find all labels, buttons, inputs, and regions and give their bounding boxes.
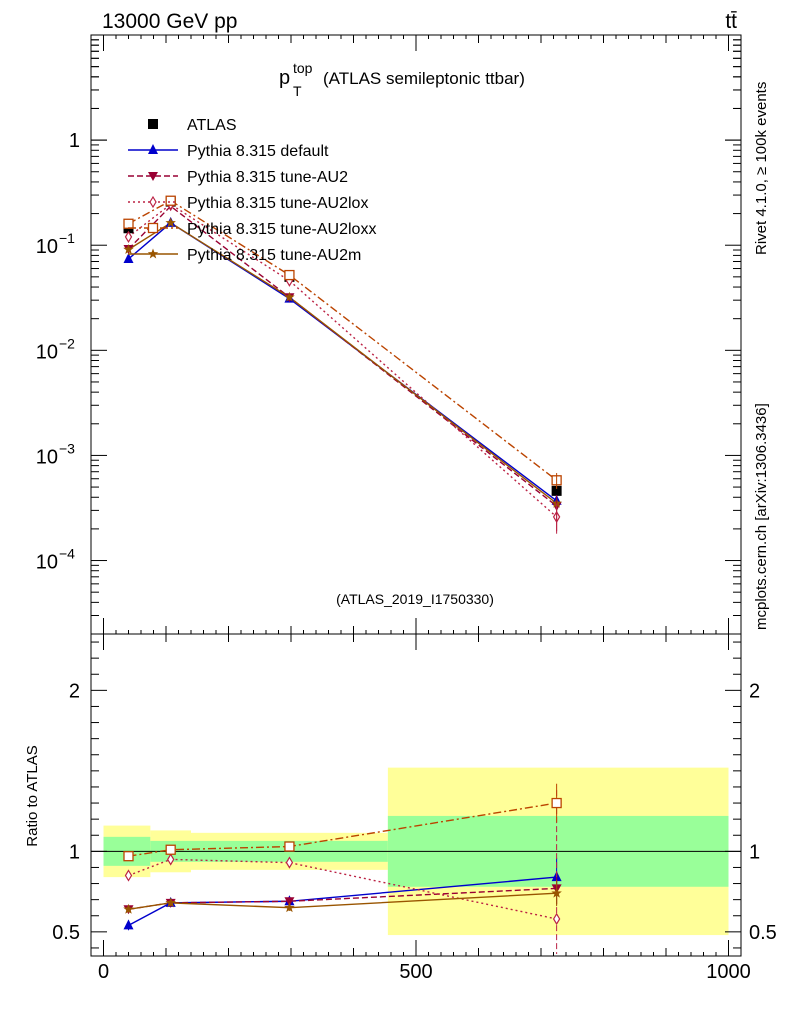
series-marker-default <box>123 252 134 263</box>
y-tick-exponent: −4 <box>59 546 75 562</box>
ratio-marker-au2loxx <box>165 844 176 855</box>
ratio-y-tick-label-right: 1 <box>749 841 760 863</box>
ratio-line-au2m <box>128 892 557 911</box>
legend-label-au2: Pythia 8.315 tune-AU2 <box>187 169 348 186</box>
chart-title-sup: top <box>293 60 313 76</box>
ratio-y-tick-label-right: 0.5 <box>749 922 777 944</box>
legend-marker-au2 <box>148 172 158 181</box>
legend-marker-au2m <box>147 248 159 259</box>
y-tick-label: 10 <box>36 341 58 363</box>
main-series-markers <box>123 195 562 534</box>
chart-title-p: p <box>279 67 290 89</box>
ratio-y-tick-label: 0.5 <box>52 922 80 944</box>
series-marker-au2loxx <box>165 195 176 206</box>
analysis-watermark: (ATLAS_2019_I1750330) <box>336 591 494 607</box>
series-marker-au2m <box>284 291 295 302</box>
legend-marker-au2loxx <box>147 222 159 234</box>
series-line-au2loxx <box>128 199 558 481</box>
ratio-y-tick-label-right: 2 <box>749 680 760 702</box>
ratio-marker-au2loxx <box>123 851 134 862</box>
ratio-marker-au2loxx <box>551 797 562 809</box>
legend-label-au2lox: Pythia 8.315 tune-AU2lox <box>187 195 368 212</box>
y-tick-exponent: −3 <box>59 440 75 456</box>
legend-label-default: Pythia 8.315 default <box>187 143 329 160</box>
series-marker-au2m <box>123 244 134 254</box>
series-marker-au2lox <box>124 230 133 244</box>
chart-title-rest: (ATLAS semileptonic ttbar) <box>323 69 525 88</box>
ratio-line-au2loxx <box>128 802 557 857</box>
rivet-version-label: Rivet 4.1.0, ≥ 100k events <box>753 82 770 255</box>
ratio-axes: 0.5 0.5 1 1 2 2 0 500 1000 <box>52 633 777 983</box>
main-axes: 110−110−210−310−4 <box>36 34 742 635</box>
ratio-marker-au2m <box>284 902 295 913</box>
legend-label-data: ATLAS <box>187 117 237 134</box>
y-tick-exponent: −2 <box>59 335 75 351</box>
mcplots-source-label: mcplots.cern.ch [arXiv:1306.3436] <box>753 403 770 630</box>
ratio-line-au2lox <box>128 858 557 920</box>
legend-label-au2loxx: Pythia 8.315 tune-AU2loxx <box>187 221 376 238</box>
series-marker-au2loxx <box>284 269 295 281</box>
ratio-marker-default <box>123 919 134 930</box>
y-tick-label: 10 <box>36 552 58 574</box>
ratio-marker-au2loxx <box>284 841 295 852</box>
ratio-series-lines <box>128 802 557 927</box>
x-tick-label: 0 <box>98 961 109 983</box>
series-marker-au2loxx <box>123 218 134 229</box>
ratio-marker-au2m <box>165 897 176 908</box>
ratio-marker-au2lox <box>552 912 561 926</box>
ratio-marker-au2m <box>551 887 562 898</box>
series-line-au2lox <box>128 203 558 518</box>
x-tick-label: 1000 <box>706 961 751 983</box>
y-tick-label: 10 <box>36 446 58 468</box>
legend-label-au2m: Pythia 8.315 tune-AU2m <box>187 247 361 264</box>
y-tick-label: 1 <box>69 130 80 152</box>
ratio-marker-au2lox <box>124 869 133 882</box>
ratio-marker-au2lox <box>166 853 175 866</box>
ratio-marker-au2 <box>284 897 295 907</box>
ratio-series-markers <box>123 783 562 954</box>
header-right-label: tt̄ <box>725 10 737 33</box>
legend: ATLAS Pythia 8.315 default Pythia 8.315 tu… <box>128 117 376 264</box>
chart-title-sub: T <box>293 83 302 99</box>
chart-title: p top T (ATLAS semileptonic ttbar) <box>279 60 525 99</box>
ratio-axis-label: Ratio to ATLAS <box>24 745 41 846</box>
y-tick-exponent: −1 <box>59 230 75 246</box>
legend-marker-au2lox <box>149 195 157 209</box>
ratio-y-tick-label: 2 <box>69 680 80 702</box>
y-tick-label: 10 <box>36 236 58 258</box>
series-marker-au2m <box>165 217 176 228</box>
ratio-marker-au2lox <box>285 856 294 869</box>
ratio-y-tick-label: 1 <box>69 841 80 863</box>
header-left-label: 13000 GeV pp <box>102 10 237 33</box>
x-tick-label: 500 <box>399 961 432 983</box>
legend-marker-data <box>148 119 158 129</box>
series-line-au2m <box>128 222 558 504</box>
data-point <box>551 485 562 496</box>
legend-marker-default <box>148 144 158 154</box>
ratio-marker-au2m <box>123 903 134 914</box>
